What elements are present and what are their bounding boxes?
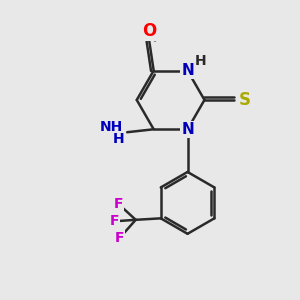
- Text: O: O: [142, 22, 156, 40]
- Text: NH: NH: [100, 120, 124, 134]
- Text: N: N: [181, 122, 194, 137]
- Text: F: F: [115, 231, 124, 245]
- Text: H: H: [112, 132, 124, 146]
- Text: F: F: [113, 196, 123, 211]
- Text: S: S: [239, 91, 251, 109]
- Text: F: F: [110, 214, 119, 228]
- Text: H: H: [195, 54, 207, 68]
- Text: N: N: [181, 63, 194, 78]
